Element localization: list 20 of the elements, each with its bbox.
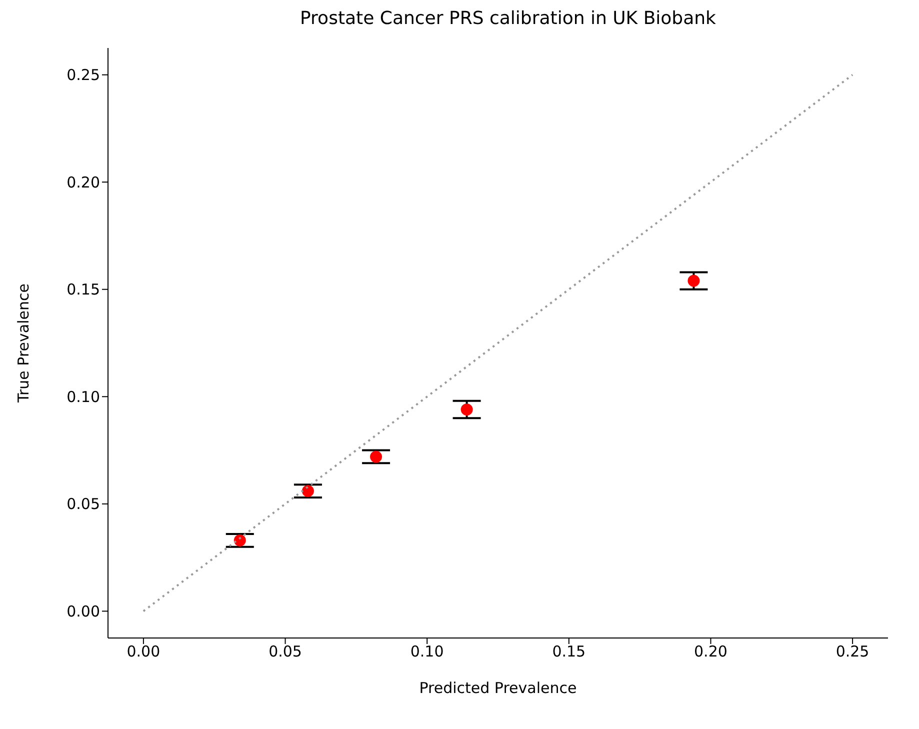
y-tick-label: 0.10 xyxy=(66,388,100,406)
x-tick-label: 0.00 xyxy=(126,642,160,661)
y-tick-label: 0.25 xyxy=(66,66,100,84)
point xyxy=(460,404,473,416)
point xyxy=(234,534,246,546)
y-tick-label: 0.00 xyxy=(66,602,100,621)
y-tick-label: 0.15 xyxy=(66,280,100,299)
point xyxy=(302,485,314,498)
x-axis-title: Predicted Prevalence xyxy=(419,679,577,697)
point xyxy=(688,274,700,287)
y-tick-label: 0.20 xyxy=(66,173,100,192)
y-tick-label: 0.05 xyxy=(66,495,100,514)
chart-title: Prostate Cancer PRS calibration in UK Biobank xyxy=(299,8,717,31)
x-tick-label: 0.10 xyxy=(410,642,444,661)
y-axis-title: True Prevalence xyxy=(14,284,32,404)
point xyxy=(370,450,382,463)
x-tick-label: 0.25 xyxy=(836,642,870,661)
x-tick-label: 0.05 xyxy=(268,642,302,661)
x-tick-label: 0.15 xyxy=(552,642,586,661)
x-tick-label: 0.20 xyxy=(694,642,728,661)
